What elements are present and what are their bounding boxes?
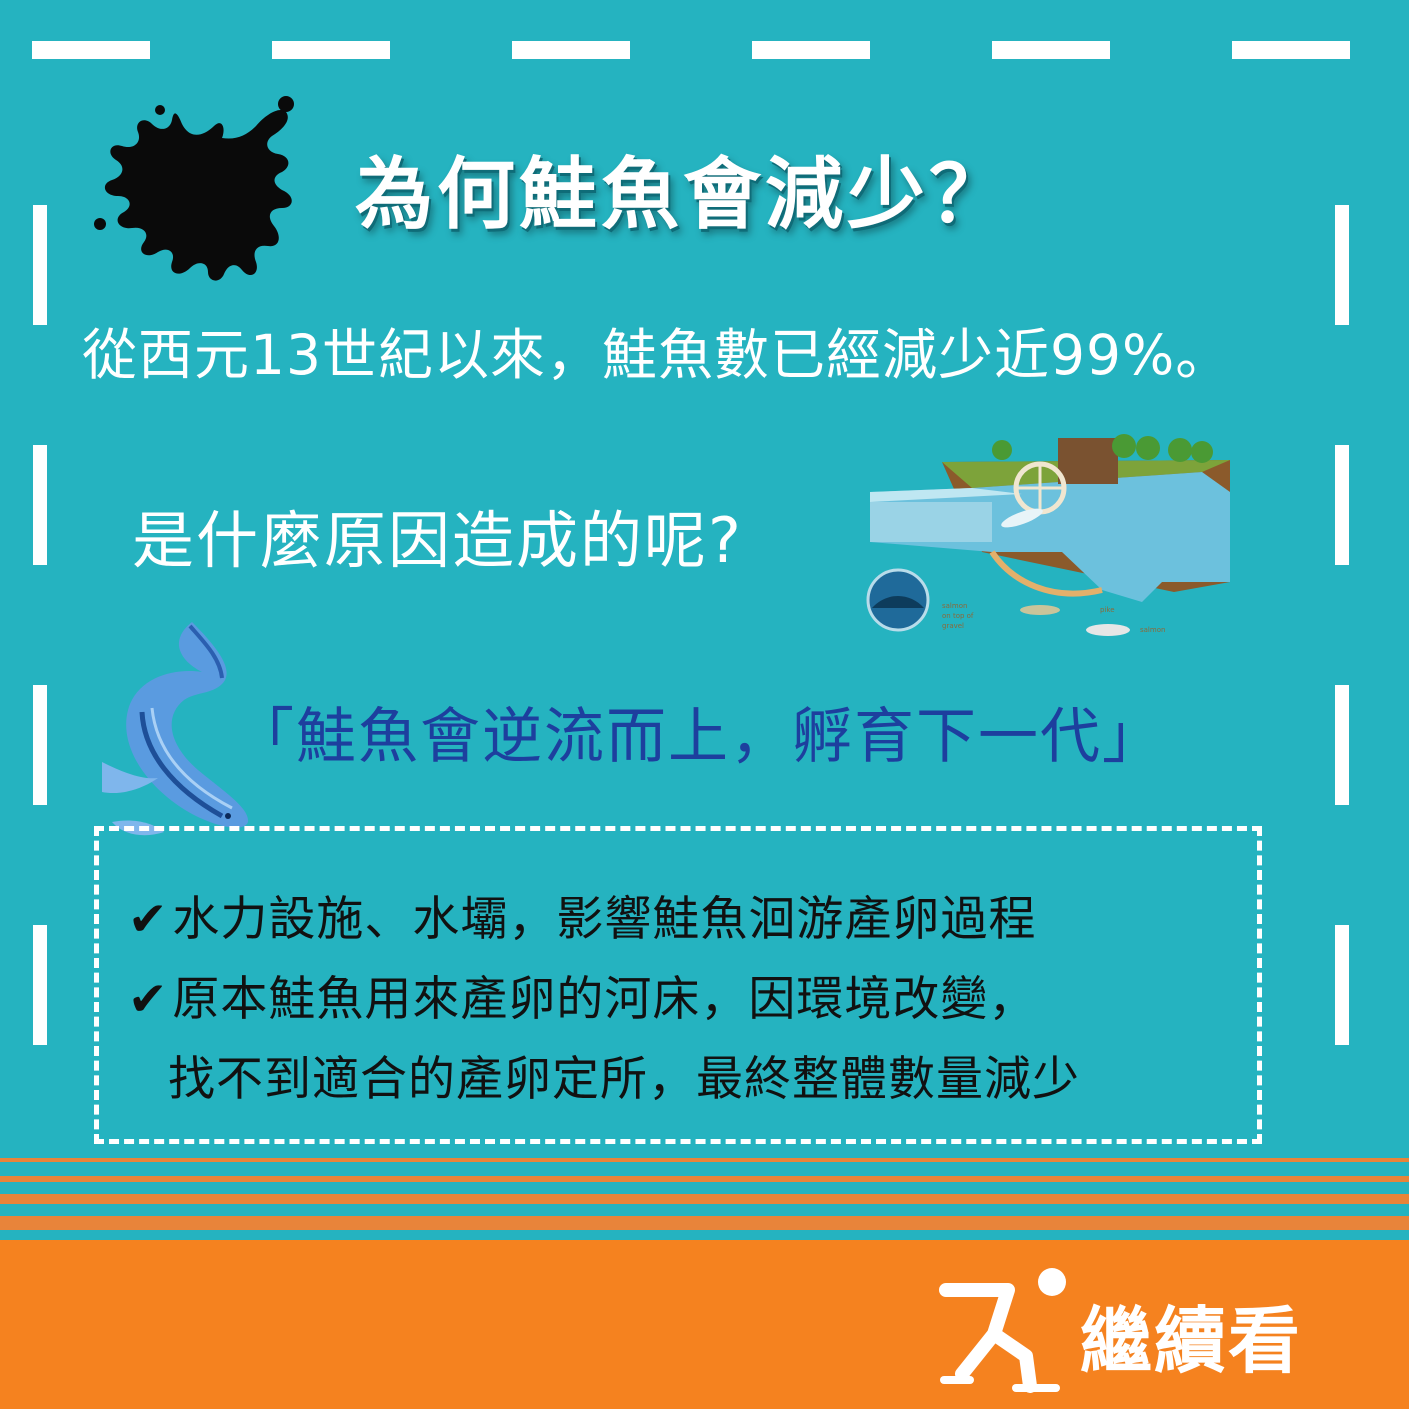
reasons-box [94,826,1262,1144]
reason-continuation: 找不到適合的產卵定所，最終整體數量減少 [168,1052,1080,1107]
check-icon: ✔ [128,892,169,947]
border-dash [752,41,870,59]
border-dash [512,41,630,59]
reason-item: ✔水力設施、水壩，影響鮭魚洄游產卵過程 [128,880,1036,949]
ink-splat-icon [94,96,294,281]
stripe [0,1158,1409,1162]
svg-text:gravel: gravel [942,622,964,630]
border-dash [1335,445,1349,565]
border-dash [33,445,47,565]
intro-text: 從西元13世紀以來，鮭魚數已經減少近99%。 [82,323,1232,387]
reason-text: 水力設施、水壩，影響鮭魚洄游產卵過程 [172,892,1037,947]
svg-text:pike: pike [1100,606,1115,614]
page-title: 為何鮭魚會減少？ [355,150,1012,240]
border-dash [1232,41,1350,59]
border-dash [32,41,150,59]
svg-text:on top of: on top of [942,612,974,620]
continue-reading-button[interactable]: 繼續看 [1080,1299,1303,1383]
border-dash [272,41,390,59]
river-dam-illustration: salmon on top of gravel pike salmon [866,434,1230,636]
reason-item: ✔原本鮭魚用來產卵的河床，因環境改變， [128,960,1036,1029]
stripe [0,1194,1409,1204]
border-dash [33,925,47,1045]
reason-text: 原本鮭魚用來產卵的河床，因環境改變， [172,972,1037,1027]
border-dash [1335,205,1349,325]
border-dash [33,685,47,805]
border-dash [33,205,47,325]
stripe [0,1176,1409,1182]
question-text: 是什麼原因造成的呢? [132,504,743,577]
border-dash [992,41,1110,59]
runner-icon[interactable] [936,1262,1076,1397]
border-dash [1335,685,1349,805]
check-icon: ✔ [128,972,169,1027]
border-dash [1335,925,1349,1045]
quote-text: 「鮭魚會逆流而上，孵育下一代」 [234,702,1164,772]
footer-bar [0,1240,1409,1409]
svg-text:salmon: salmon [942,602,967,610]
svg-text:salmon: salmon [1140,626,1165,634]
salmon-icon [102,622,249,836]
stripe [0,1216,1409,1230]
